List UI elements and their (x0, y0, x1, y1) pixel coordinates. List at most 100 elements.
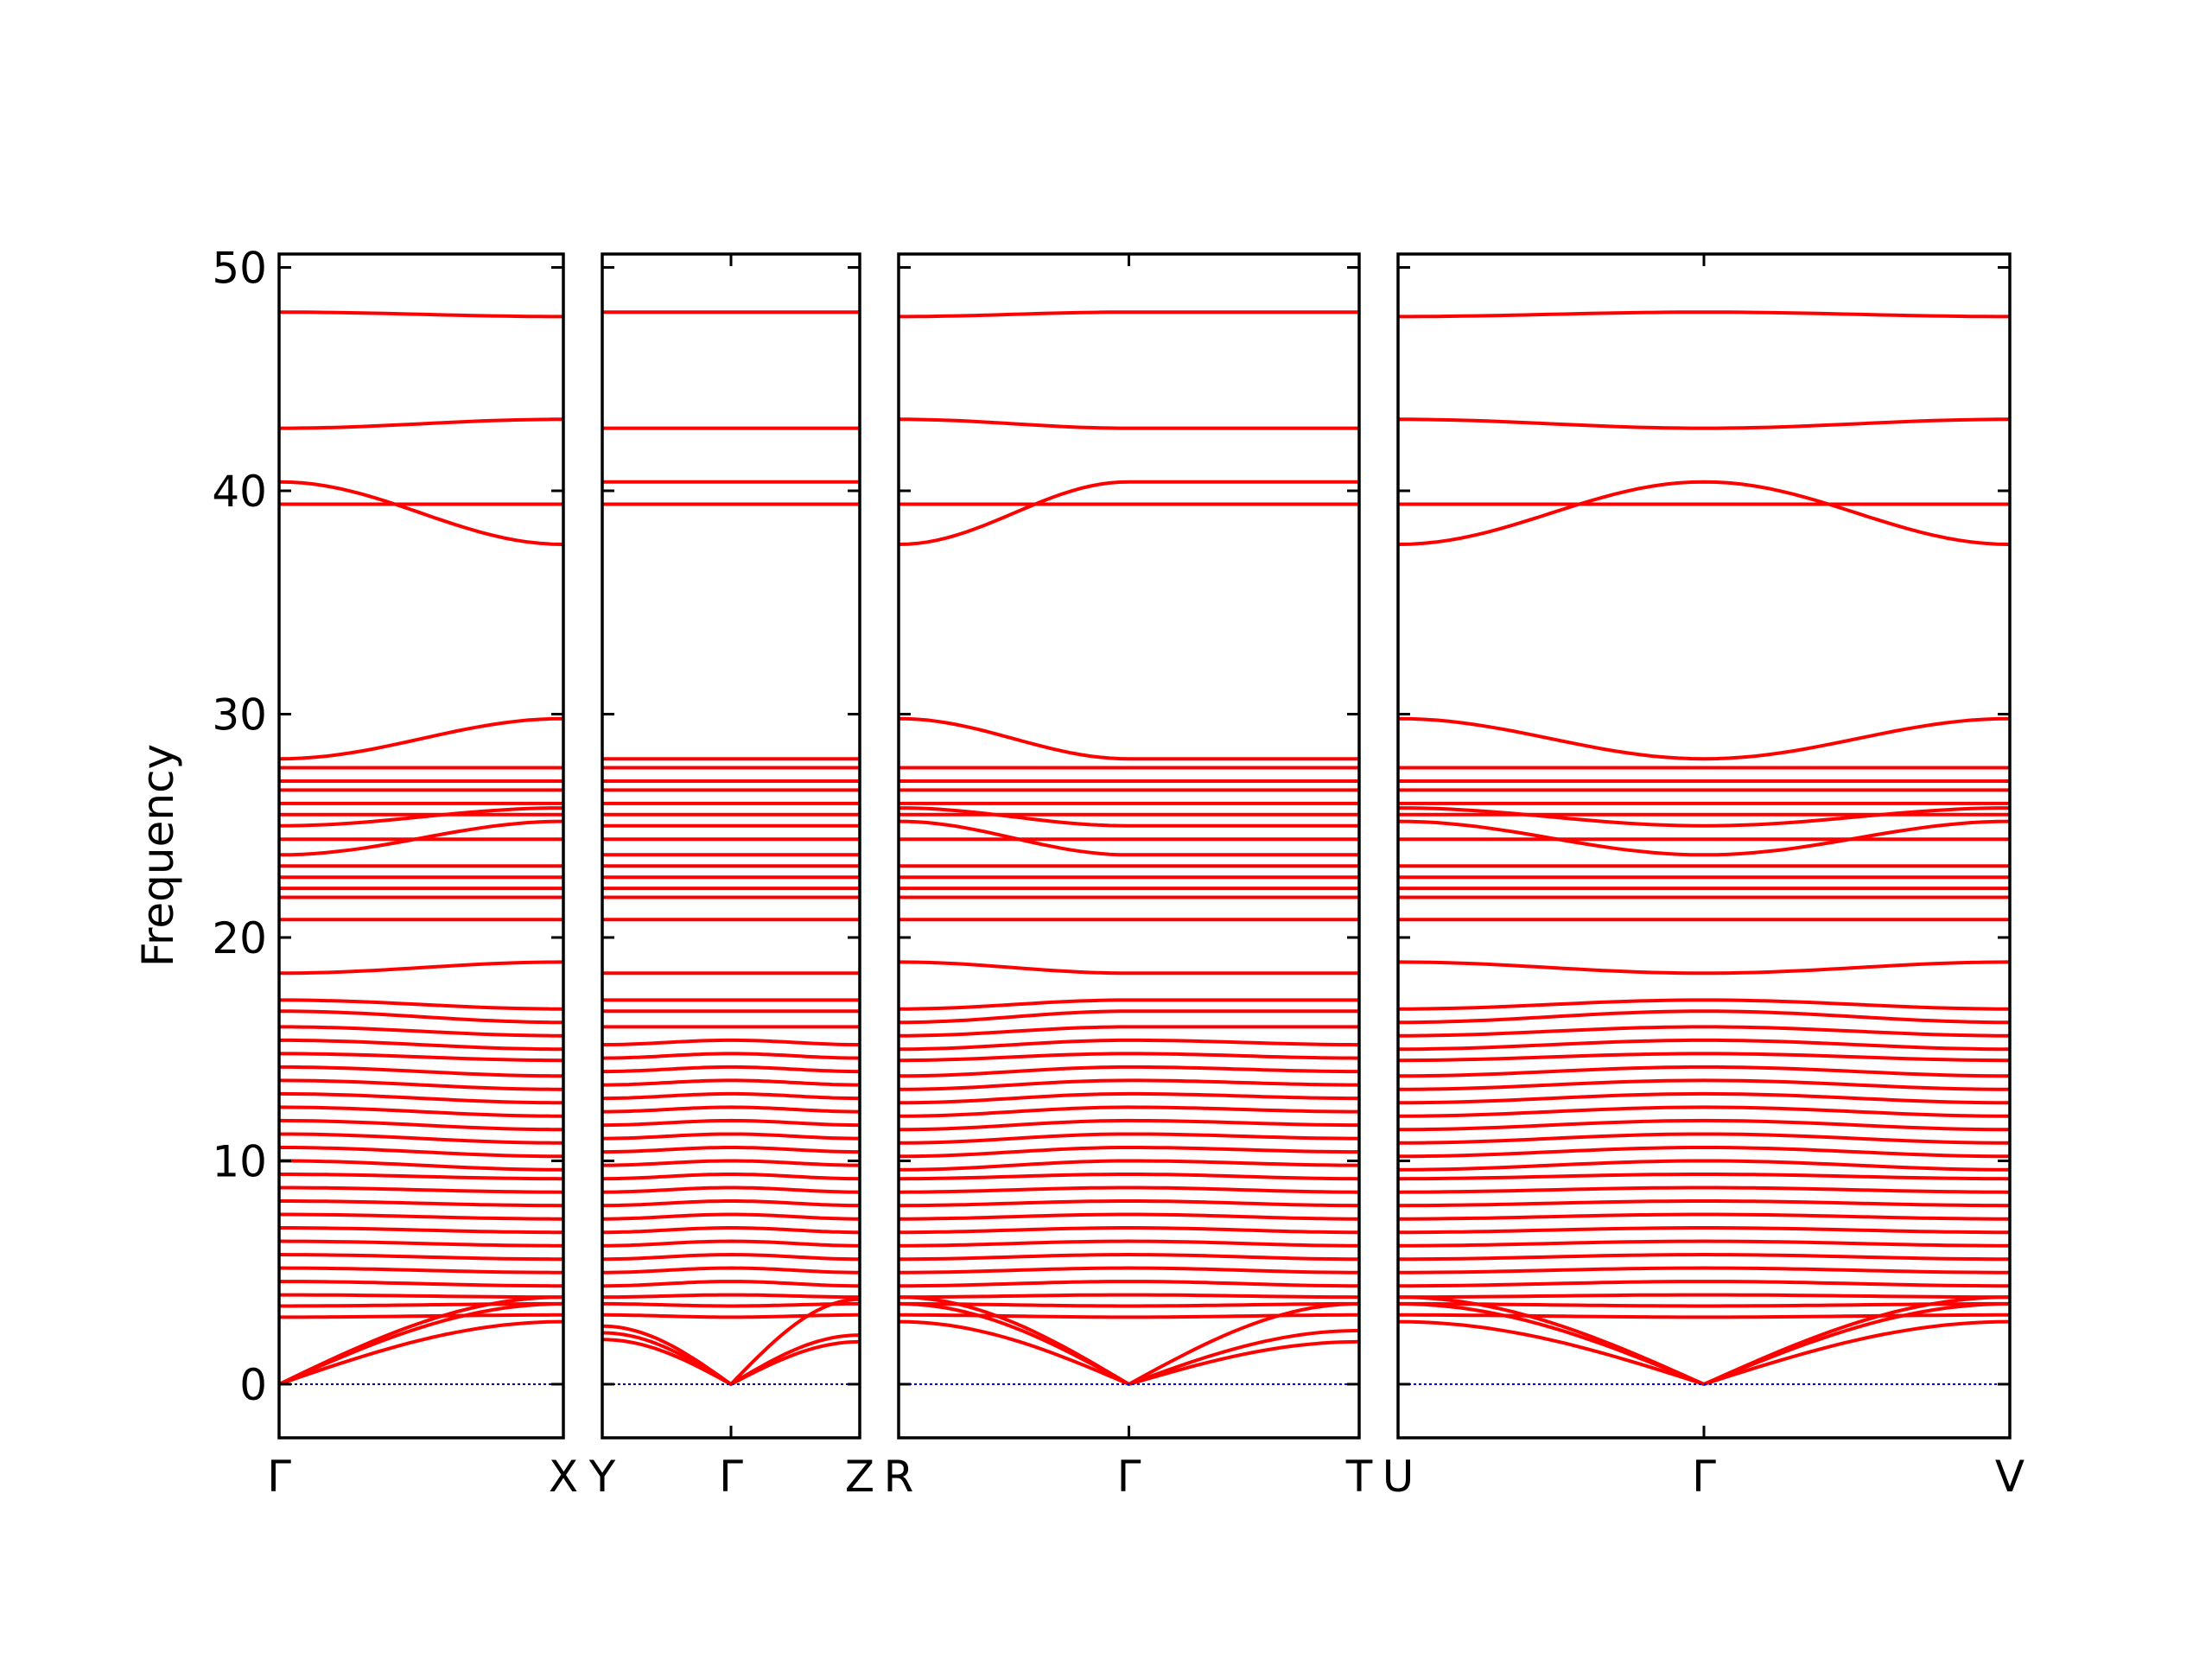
y-tick-label: 50 (212, 244, 267, 294)
band-line-panel4-5 (1397, 716, 2011, 761)
band-line-panel1-21 (279, 1009, 563, 1025)
band-line-panel4-43 (1398, 1301, 2010, 1308)
band-line-panel1-1 (279, 310, 563, 319)
band-line-panel2-25 (602, 1065, 860, 1074)
band-line-panel4-23 (1398, 1038, 2010, 1052)
band-line-panel1-40 (278, 1266, 563, 1274)
band-line-panel4-37 (1398, 1226, 2010, 1235)
band-line-panel3-31 (899, 1146, 1359, 1159)
band-line-panel4-28 (1397, 1105, 2011, 1118)
band-line-panel4-27 (1397, 1091, 2011, 1105)
band-line-panel4-36 (1398, 1212, 2010, 1221)
band-line-panel4-44 (1398, 1313, 2010, 1319)
band-line-panel1-45 (278, 1319, 564, 1386)
band-line-panel4-42 (1397, 1293, 2011, 1300)
band-line-panel3-40 (899, 1266, 1359, 1274)
band-line-panel1-32 (279, 1159, 563, 1172)
x-tick-label: Γ (267, 1452, 291, 1502)
band-line-panel2-28 (602, 1105, 860, 1114)
band-line-panel3-2 (899, 417, 1359, 430)
x-tick-label: U (1382, 1452, 1414, 1502)
band-line-panel3-37 (899, 1226, 1359, 1235)
band-line-panel3-34 (898, 1185, 1360, 1194)
bands-layer (278, 310, 2011, 1386)
x-tick-label: X (549, 1452, 578, 1502)
band-line-panel4-24 (1397, 1052, 2011, 1063)
band-line-panel1-30 (279, 1132, 564, 1145)
x-tick-label: Z (845, 1452, 874, 1502)
band-line-panel1-28 (278, 1105, 564, 1118)
band-line-panel1-23 (279, 1038, 563, 1052)
band-line-panel3-11 (899, 806, 1359, 828)
band-line-panel4-40 (1398, 1266, 2010, 1274)
y-tick-label: 10 (212, 1136, 267, 1186)
band-line-panel1-3 (278, 480, 564, 546)
band-line-panel3-26 (898, 1078, 1359, 1091)
band-line-panel1-44 (279, 1313, 563, 1319)
band-line-panel2-46 (601, 1331, 861, 1386)
band-line-panel2-23 (601, 1038, 861, 1047)
band-line-panel2-27 (602, 1091, 860, 1101)
band-line-panel1-22 (279, 1025, 563, 1038)
band-line-panel2-41 (602, 1280, 860, 1288)
band-line-panel1-24 (279, 1052, 564, 1063)
band-line-panel3-41 (899, 1280, 1359, 1288)
band-line-panel3-33 (898, 1173, 1360, 1181)
y-tick-label: 0 (239, 1360, 267, 1410)
band-line-panel1-5 (278, 716, 564, 761)
band-line-panel4-38 (1398, 1239, 2010, 1248)
band-line-panel2-44 (602, 1313, 860, 1319)
band-line-panel2-38 (602, 1239, 860, 1248)
band-line-panel3-30 (898, 1132, 1359, 1145)
band-line-panel2-42 (601, 1293, 861, 1300)
band-line-panel2-39 (602, 1253, 860, 1262)
band-line-panel2-43 (602, 1301, 860, 1308)
band-line-panel1-11 (278, 806, 563, 828)
band-line-panel2-36 (602, 1212, 860, 1221)
band-line-panel1-29 (278, 1118, 564, 1132)
band-line-panel2-47 (601, 1297, 861, 1386)
y-tick-label: 20 (212, 913, 267, 963)
y-tick-label: 30 (212, 690, 267, 740)
panel-frame-1 (277, 252, 565, 1440)
band-line-panel3-45 (898, 1319, 1360, 1386)
band-line-panel4-41 (1398, 1280, 2010, 1288)
band-line-panel3-36 (899, 1212, 1359, 1221)
band-line-panel1-34 (279, 1185, 564, 1194)
x-tick-label: R (884, 1452, 914, 1502)
x-tick-label: Y (588, 1452, 616, 1502)
band-line-panel1-2 (279, 417, 563, 430)
band-line-panel3-38 (899, 1239, 1359, 1248)
band-line-panel3-21 (899, 1009, 1359, 1025)
band-line-panel2-31 (602, 1146, 860, 1154)
band-line-panel3-29 (898, 1118, 1359, 1132)
band-line-panel2-24 (601, 1052, 861, 1060)
band-line-panel4-31 (1398, 1146, 2010, 1159)
band-line-panel4-20 (1398, 998, 2010, 1011)
x-tick-label: Γ (1117, 1452, 1141, 1502)
band-line-panel2-40 (602, 1266, 860, 1274)
band-line-panel2-30 (602, 1132, 860, 1141)
x-tick-label: Γ (719, 1452, 743, 1502)
band-line-panel4-35 (1397, 1199, 2011, 1208)
band-line-panel1-38 (278, 1239, 563, 1248)
band-line-panel3-32 (899, 1159, 1359, 1172)
y-tick-label: 40 (212, 467, 267, 517)
band-line-panel2-29 (602, 1118, 860, 1128)
band-line-panel4-13 (1397, 819, 2011, 857)
band-line-panel4-21 (1398, 1009, 2010, 1025)
band-line-panel4-26 (1397, 1078, 2011, 1091)
panel-frames-layer (277, 252, 2012, 1440)
band-line-panel4-1 (1398, 310, 2010, 319)
band-line-panel4-45 (1397, 1319, 2011, 1386)
band-line-panel3-13 (898, 819, 1359, 857)
band-line-panel4-3 (1397, 480, 2011, 546)
panel-frame-3 (897, 252, 1361, 1440)
band-line-panel3-39 (899, 1253, 1359, 1262)
band-line-panel1-42 (279, 1293, 564, 1300)
band-line-panel3-22 (899, 1025, 1359, 1038)
band-line-panel2-37 (602, 1226, 860, 1235)
band-line-panel4-11 (1398, 806, 2010, 828)
band-line-panel4-39 (1398, 1253, 2010, 1262)
